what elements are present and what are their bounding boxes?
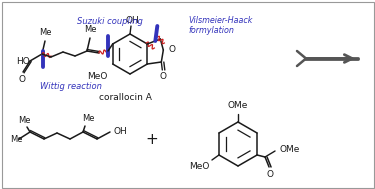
Text: O: O [160, 72, 167, 81]
Text: Me: Me [10, 135, 22, 143]
Text: O: O [267, 170, 273, 179]
Text: Me: Me [18, 116, 30, 125]
Text: corallocin A: corallocin A [99, 93, 152, 102]
Text: HO: HO [16, 57, 30, 66]
Text: OMe: OMe [279, 146, 299, 154]
Text: OMe: OMe [228, 101, 248, 110]
Text: Me: Me [39, 28, 51, 37]
Text: MeO: MeO [87, 72, 108, 81]
Text: +: + [146, 132, 158, 146]
Text: MeO: MeO [190, 162, 210, 171]
Text: O: O [168, 46, 176, 54]
Text: Vilsmeier-Haack
formylation: Vilsmeier-Haack formylation [188, 16, 253, 35]
Text: Suzuki coupling: Suzuki coupling [77, 17, 143, 26]
Text: Me: Me [84, 25, 96, 34]
Text: O: O [18, 75, 26, 84]
Text: OH: OH [125, 16, 139, 25]
Text: Wittig reaction: Wittig reaction [40, 82, 102, 91]
FancyBboxPatch shape [2, 2, 374, 187]
Text: Me: Me [82, 114, 94, 123]
Text: OH: OH [113, 128, 127, 136]
